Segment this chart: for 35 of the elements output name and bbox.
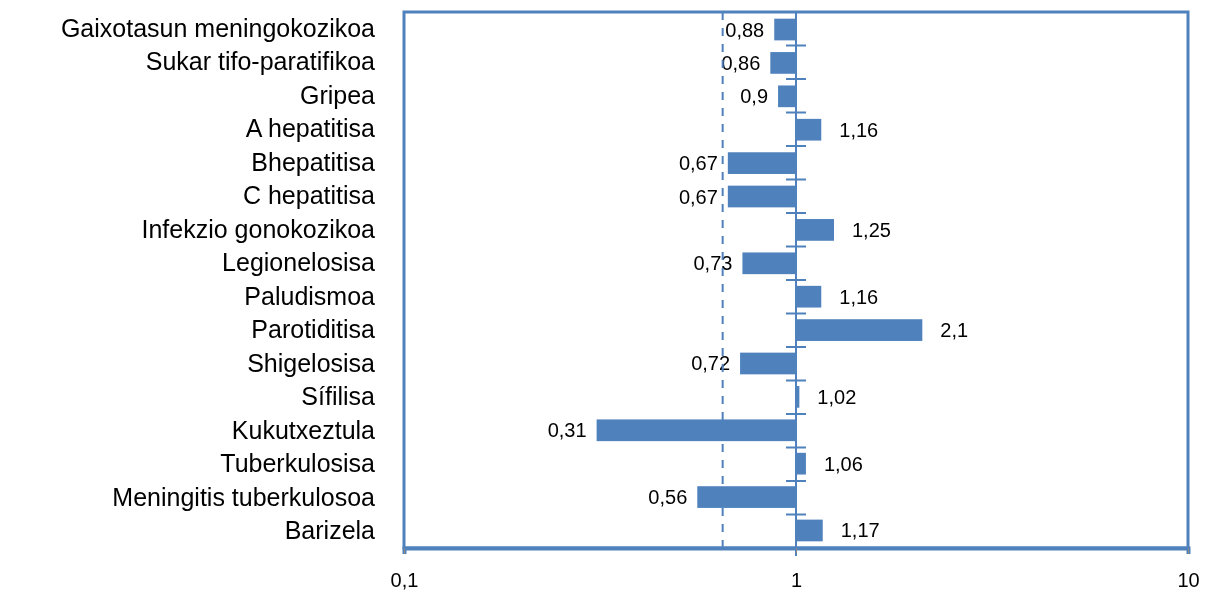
data-label: 1,16 (839, 118, 879, 141)
y-tick-label: Tuberkulosisa (220, 449, 376, 478)
data-label: 1,17 (840, 519, 880, 542)
y-tick-label: Infekzio gonokozikoa (141, 214, 376, 243)
data-label: 0,88 (725, 18, 765, 41)
y-tick-label: Kukutxeztula (231, 415, 376, 444)
y-tick-label: Barizela (284, 516, 376, 545)
y-tick-label: Gripea (299, 80, 376, 109)
x-tick-label: 1 (790, 569, 803, 591)
y-tick-label: Legionelosisa (222, 248, 376, 277)
y-tick-label: Gaixotasun meningokozikoa (60, 13, 376, 42)
y-tick-label: Shigelosisa (247, 348, 376, 377)
data-label: 0,67 (678, 185, 718, 208)
data-label: 0,67 (678, 152, 718, 175)
data-label: 0,31 (547, 419, 587, 442)
y-tick-label: Sukar tifo-paratifikoa (145, 47, 376, 76)
data-label: 0,9 (740, 85, 769, 108)
data-label: 1,16 (839, 285, 879, 308)
y-tick-label: Sífilisa (301, 382, 376, 411)
y-tick-label: Bhepatitisa (251, 147, 376, 176)
data-label: 1,02 (817, 385, 857, 408)
y-tick-label: Meningitis tuberkulosoa (112, 482, 376, 511)
data-label: 0,73 (693, 252, 733, 275)
data-label: 2,1 (940, 319, 969, 342)
data-label: 0,86 (721, 51, 761, 74)
data-label: 1,06 (823, 452, 863, 475)
y-tick-label: C hepatitisa (242, 181, 376, 210)
data-label: 0,56 (648, 486, 688, 509)
data-label: 1,25 (851, 218, 891, 241)
data-label: 0,72 (691, 352, 731, 375)
x-tick-label: 10 (1177, 569, 1200, 591)
y-tick-label: Parotiditisa (251, 315, 376, 344)
x-tick-label: 0,1 (390, 569, 419, 591)
y-tick-label: Paludismoa (244, 281, 376, 310)
y-tick-label: A hepatitisa (245, 114, 376, 143)
